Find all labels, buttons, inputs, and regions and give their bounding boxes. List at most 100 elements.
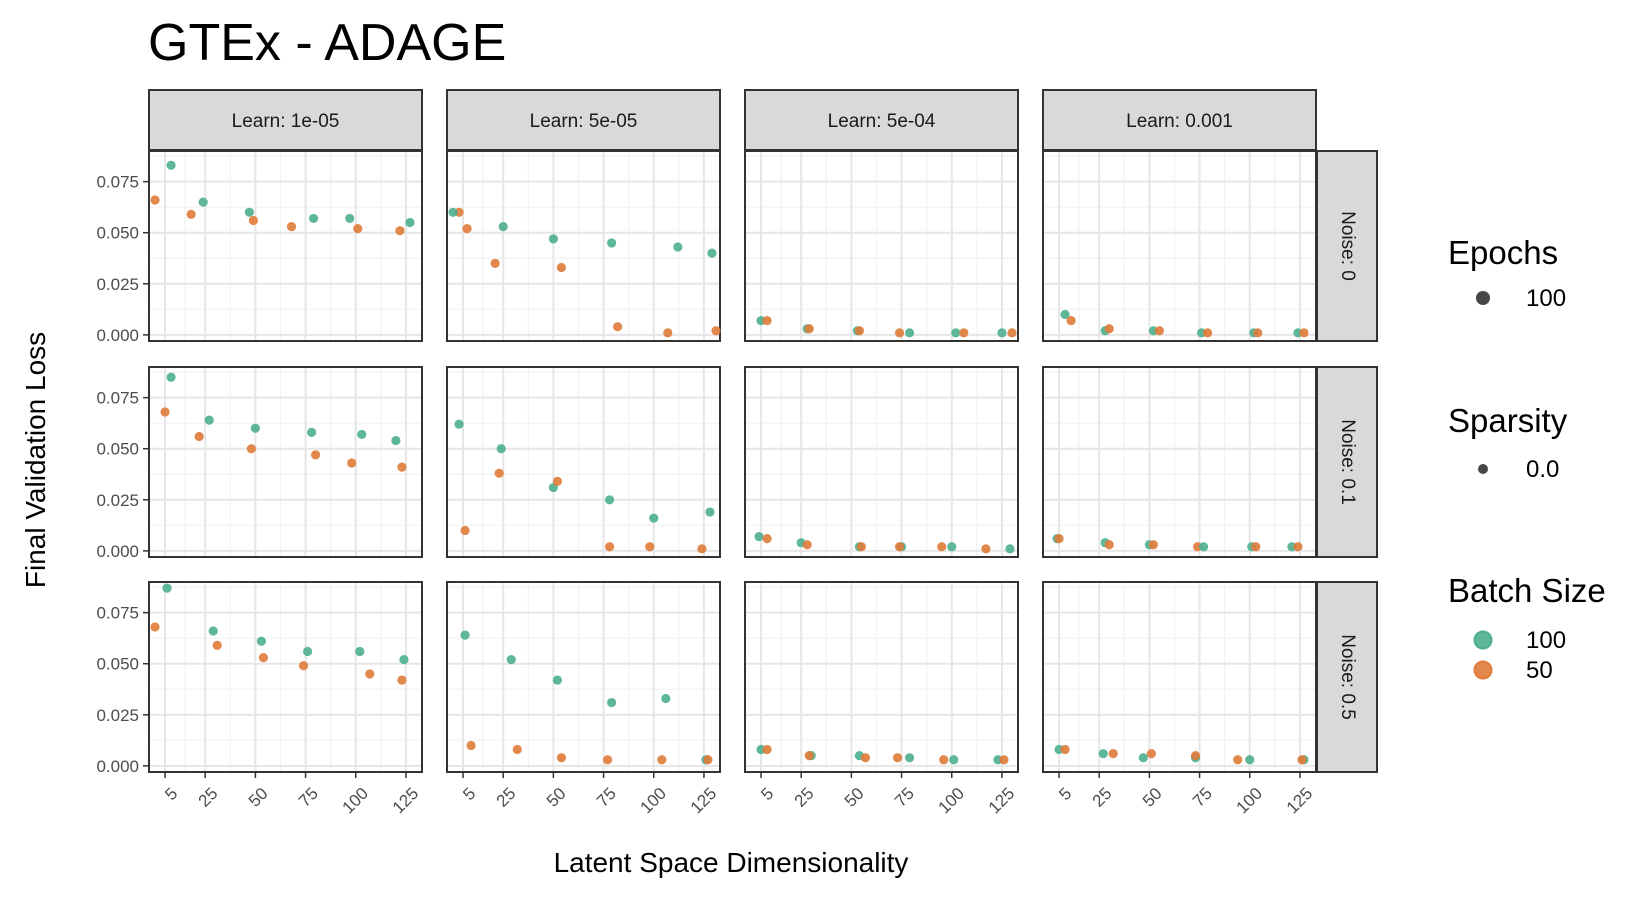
data-point (856, 542, 867, 552)
data-point (286, 221, 297, 232)
data-point (448, 207, 458, 217)
data-point (947, 542, 957, 552)
facet-panel (1042, 581, 1317, 773)
y-tick-label: 0.075 (96, 389, 139, 408)
panel-border (1042, 581, 1317, 773)
data-point (999, 755, 1009, 765)
data-point (1138, 753, 1148, 763)
data-point (804, 324, 814, 334)
panel-border (446, 366, 721, 558)
data-point (939, 755, 949, 765)
data-point (490, 258, 500, 268)
data-point (166, 372, 176, 382)
y-tick-label: 0.000 (96, 326, 139, 345)
data-point (707, 248, 717, 258)
data-point (302, 646, 313, 657)
facet-panel (148, 366, 423, 558)
data-point (607, 697, 617, 708)
data-point (754, 531, 764, 542)
data-point (645, 542, 655, 552)
column-strip (446, 89, 721, 151)
row-strip-label: Noise: 0.1 (1337, 419, 1358, 505)
x-tick-label: 100 (935, 784, 968, 817)
panel-border (446, 581, 721, 773)
data-point (391, 435, 401, 446)
data-point (802, 540, 812, 550)
x-tick-label: 25 (1089, 784, 1116, 811)
data-point (298, 661, 309, 671)
data-point (981, 544, 991, 554)
data-point (1104, 324, 1114, 334)
data-point (397, 675, 407, 685)
x-tick-label: 125 (985, 784, 1018, 817)
y-tick-label: 0.050 (96, 224, 139, 243)
legend-label: 100 (1526, 627, 1566, 654)
data-point (854, 326, 865, 336)
data-point (1060, 309, 1070, 320)
x-axis-title: Latent Space Dimensionality (554, 847, 909, 878)
legend-key (1473, 660, 1493, 680)
data-point (804, 751, 814, 761)
column-strip-label: Learn: 5e-05 (530, 111, 638, 132)
data-point (951, 328, 961, 338)
data-point (1098, 749, 1108, 759)
facet-panel (446, 581, 721, 773)
chart-title: GTEx - ADAGE (148, 14, 506, 72)
data-point (1146, 749, 1156, 759)
panel-border (744, 581, 1019, 773)
data-point (661, 693, 671, 704)
data-point (657, 755, 667, 765)
x-tick-label: 50 (1139, 784, 1166, 811)
data-point (703, 755, 713, 765)
data-point (1198, 542, 1209, 552)
legend-key (1473, 630, 1493, 650)
y-tick-label: 0.075 (96, 604, 139, 623)
x-tick-label: 50 (543, 784, 570, 811)
column-strip-label: Learn: 1e-05 (232, 111, 340, 132)
data-point (905, 328, 915, 338)
data-point (194, 431, 204, 442)
column-strip (744, 89, 1019, 151)
y-tick-label: 0.050 (96, 440, 139, 459)
x-tick-label: 100 (637, 784, 670, 817)
data-point (604, 495, 615, 505)
panel-border (446, 150, 721, 342)
data-point (649, 513, 659, 523)
data-point (466, 740, 476, 751)
legend-title: Sparsity (1448, 402, 1568, 439)
legend-key (1478, 464, 1488, 474)
data-point (949, 755, 959, 765)
x-tick-label: 125 (389, 784, 422, 817)
panel-border (148, 366, 423, 558)
facet-panel (446, 366, 721, 558)
column-strip (1042, 89, 1317, 151)
data-point (204, 415, 214, 425)
x-tick-label: 125 (1283, 784, 1316, 817)
x-tick-label: 75 (1189, 784, 1216, 811)
data-point (552, 675, 563, 685)
data-point (494, 468, 504, 478)
x-tick-label: 75 (891, 784, 918, 811)
data-point (894, 328, 905, 338)
data-point (1104, 540, 1114, 550)
data-point (462, 224, 472, 234)
x-tick-label: 5 (1055, 784, 1075, 804)
panel-border (148, 150, 423, 342)
data-point (162, 583, 172, 593)
data-point (1054, 534, 1064, 544)
facet-panel (744, 150, 1019, 342)
y-tick-label: 0.025 (96, 275, 139, 294)
data-point (353, 224, 363, 234)
facet-panel (744, 581, 1019, 773)
data-point (1148, 540, 1159, 550)
data-point (399, 655, 409, 665)
data-point (150, 622, 160, 632)
x-tick-label: 75 (593, 784, 620, 811)
data-point (548, 234, 558, 244)
data-point (357, 429, 367, 440)
x-tick-label: 100 (1233, 784, 1266, 817)
data-point (663, 328, 673, 338)
data-point (1245, 755, 1255, 765)
facet-panel (148, 581, 423, 773)
data-point (460, 630, 470, 640)
